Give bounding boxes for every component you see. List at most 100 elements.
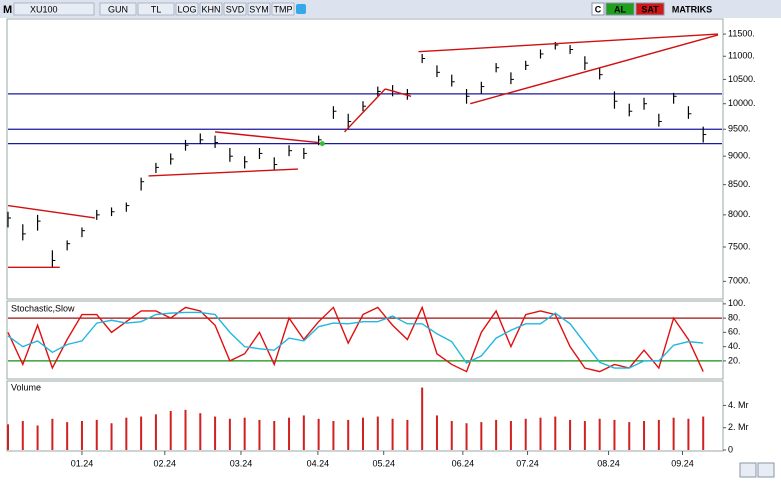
x-tick-label: 01.24: [71, 458, 94, 468]
volume-bar: [95, 419, 98, 450]
mode-label: M: [3, 4, 12, 16]
toolbar-button-label: SYM: [249, 4, 269, 14]
volume-bar: [450, 421, 453, 450]
volume-bar: [347, 419, 350, 450]
toolbar-button[interactable]: [137, 2, 175, 16]
toolbar-button[interactable]: [223, 2, 247, 16]
panel-title: Volume: [11, 382, 41, 392]
toolbar-button-label: KHN: [201, 4, 220, 14]
toolbar-button[interactable]: [175, 2, 199, 16]
toolbar-button-label: C: [595, 4, 602, 14]
toolbar-button-label: SVD: [226, 4, 245, 14]
toolbar-button[interactable]: [605, 2, 635, 16]
symbol-box[interactable]: [13, 2, 95, 16]
y-tick-label: 40.: [728, 341, 741, 351]
toolbar-button[interactable]: [635, 2, 665, 16]
volume-bar: [554, 416, 557, 450]
toolbar-button[interactable]: [247, 2, 271, 16]
x-tick-label: 05.24: [372, 458, 395, 468]
y-tick-label: 10500.: [728, 74, 756, 84]
x-tick-label: 09.24: [671, 458, 694, 468]
toolbar-button-label: LOG: [177, 4, 196, 14]
toolbar-button[interactable]: [271, 2, 295, 16]
stoch-line: [7, 311, 704, 369]
volume-bar: [362, 417, 364, 450]
volume-bar: [435, 415, 438, 450]
toolbar-button-label: SAT: [641, 4, 659, 14]
volume-bar: [569, 419, 572, 450]
volume-bar: [317, 418, 320, 450]
y-tick-label: 9000.: [728, 151, 751, 161]
y-tick-label: 80.: [728, 312, 741, 322]
symbol: XU100: [30, 4, 58, 14]
stoch-panel: [6, 300, 724, 380]
toolbar-button[interactable]: [99, 2, 137, 16]
volume-bar: [214, 416, 217, 450]
zoom-button[interactable]: [757, 462, 775, 478]
brand: MATRIKS: [672, 4, 712, 14]
toolbar-button-label: GUN: [108, 4, 128, 14]
volume-bar: [672, 417, 675, 450]
panel-title: Stochastic,Slow: [11, 303, 75, 313]
toolbar-button-label: TL: [151, 4, 162, 14]
price-panel: [6, 18, 724, 300]
volume-bar: [154, 414, 157, 450]
trend-line: [344, 88, 386, 133]
y-tick-label: 10000.: [728, 98, 756, 108]
volume-bar: [302, 415, 305, 450]
volume-bar: [406, 419, 409, 450]
x-tick-label: 04.24: [307, 458, 330, 468]
volume-bar: [539, 417, 542, 450]
trend-line: [148, 168, 298, 177]
x-tick-label: 02.24: [154, 458, 177, 468]
y-tick-label: 7500.: [728, 241, 751, 251]
twitter-icon[interactable]: [296, 4, 306, 14]
toolbar-button[interactable]: [199, 2, 223, 16]
toolbar-button[interactable]: [591, 2, 605, 16]
volume-bar: [273, 421, 276, 450]
volume-bar: [687, 418, 690, 450]
y-tick-label: 11500.: [728, 28, 755, 38]
volume-bar: [702, 416, 705, 450]
volume-bar: [643, 421, 646, 450]
volume-bar: [583, 421, 586, 450]
volume-bar: [628, 422, 631, 450]
y-tick-label: 0: [728, 444, 733, 454]
volume-bar: [125, 417, 128, 450]
x-tick-label: 06.24: [452, 458, 475, 468]
scroll-button[interactable]: [739, 462, 757, 478]
volume-bar: [613, 419, 616, 450]
volume-bar: [391, 418, 394, 450]
x-tick-label: 03.24: [230, 458, 253, 468]
volume-bar: [509, 421, 512, 450]
toolbar-button-label: AL: [614, 4, 626, 14]
volume-bar: [495, 419, 498, 450]
volume-bar: [7, 424, 9, 450]
volume-bar: [657, 419, 660, 450]
trend-line: [384, 88, 412, 97]
trend-line: [215, 131, 319, 144]
y-tick-label: 2. Mr: [728, 422, 749, 432]
marker: [319, 141, 325, 147]
y-tick-label: 8500.: [728, 179, 751, 189]
volume-bar: [169, 410, 172, 450]
volume-bar: [288, 417, 291, 450]
y-tick-label: 20.: [728, 355, 741, 365]
volume-bar: [184, 409, 187, 450]
volume-bar: [421, 387, 424, 450]
volume-bar: [199, 413, 202, 450]
volume-bar: [36, 425, 39, 450]
volume-bar: [524, 418, 527, 450]
volume-bar: [228, 418, 231, 450]
volume-bar: [66, 422, 69, 450]
toolbar-button-label: TMP: [274, 4, 293, 14]
trend-line: [418, 33, 719, 53]
trend-line: [470, 34, 719, 105]
trend-line: [7, 204, 95, 219]
volume-bar: [243, 417, 246, 450]
volume-panel: [6, 380, 724, 452]
x-tick-label: 08.24: [597, 458, 620, 468]
y-tick-label: 11000.: [728, 51, 755, 61]
